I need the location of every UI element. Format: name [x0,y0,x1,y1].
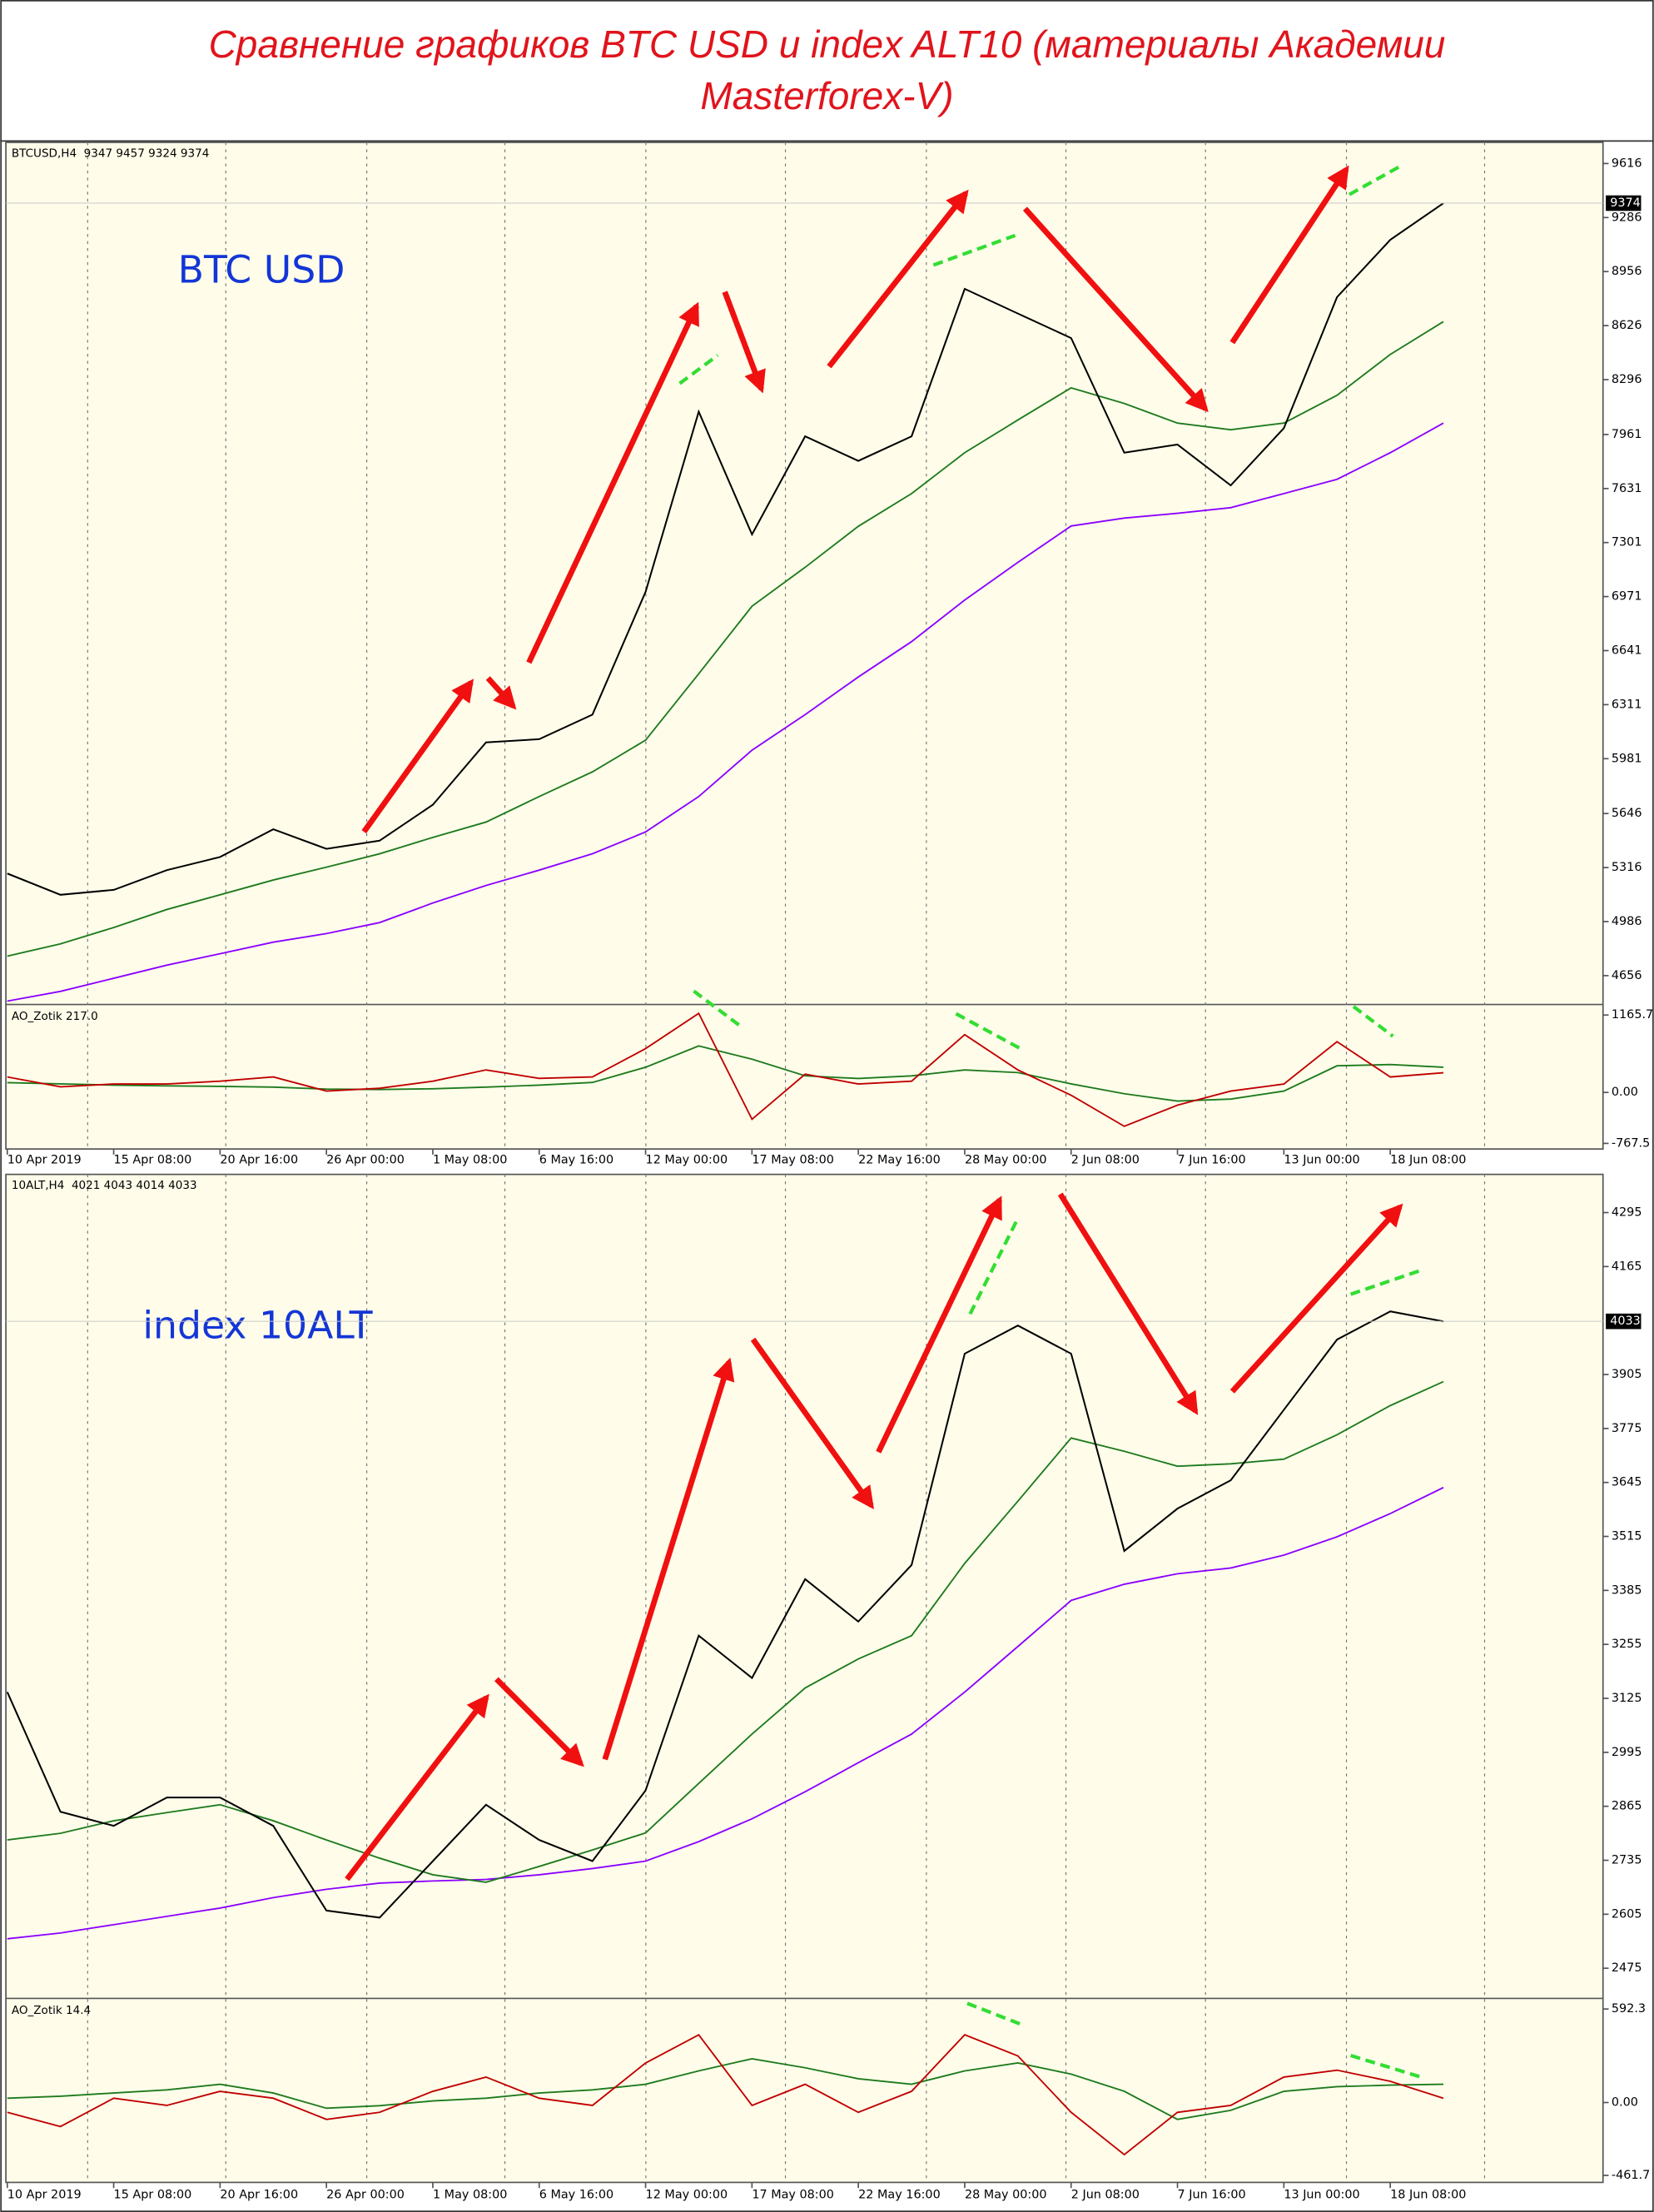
x-tick-label: 10 Apr 2019 [7,2189,82,2202]
x-tick-label: 15 Apr 08:00 [114,2189,192,2202]
x-tick-label: 7 Jun 16:00 [1178,2189,1246,2202]
chart-title: Сравнение графиков BTC USD и index ALT10… [208,22,1446,117]
y-tick-label: 9616 [1612,157,1642,170]
chart-annotation: BTC USD [178,247,345,291]
y-tick-label: 3905 [1612,1368,1642,1381]
last-price-label: 9374 [1610,196,1641,210]
y-tick-label: 3645 [1612,1476,1642,1489]
y-tick-label: 7961 [1612,428,1642,441]
x-tick-label: 28 May 00:00 [965,1154,1047,1167]
last-price-box [1606,1313,1642,1330]
x-tick-label: 6 May 16:00 [539,2189,613,2202]
y-tick-label: 8626 [1612,319,1642,332]
y-tick-label: 5981 [1612,752,1642,765]
y-tick-label: 3255 [1612,1638,1642,1651]
panel-header: 10ALT,H4 4021 4043 4014 4033 [12,1179,197,1192]
last-price-box [1606,195,1642,211]
x-tick-label: 13 Jun 00:00 [1284,2189,1359,2202]
x-tick-label: 26 Apr 00:00 [326,1154,405,1167]
chart-annotation: index 10ALT [142,1304,373,1348]
x-tick-label: 17 May 08:00 [752,2189,834,2202]
y-tick-label: 8956 [1612,265,1642,278]
period-separators [87,142,1486,2183]
y-tick-label: 6971 [1612,590,1642,604]
x-tick-label: 26 Apr 00:00 [326,2189,405,2202]
y-tick-label: 4656 [1612,969,1642,982]
x-tick-label: 12 May 00:00 [646,1154,728,1167]
y-tick-label: 2735 [1612,1854,1642,1867]
x-tick-label: 20 Apr 16:00 [220,1154,298,1167]
trend-arrows [345,165,1403,1881]
y-tick-label: 4165 [1612,1260,1642,1273]
series-line [6,1310,1444,1919]
x-tick-label: 1 May 08:00 [433,1154,507,1167]
series-line [7,1486,1444,1940]
x-tick-label: 7 Jun 16:00 [1178,1154,1246,1167]
x-tick-label: 10 Apr 2019 [7,1154,82,1167]
y-tick-label: 6641 [1612,644,1642,658]
y-tick-label: 7631 [1612,482,1642,495]
y-tick-label: 2865 [1612,1800,1642,1813]
y-tick-label: 4295 [1612,1206,1642,1220]
series-line [7,1045,1444,1102]
series-line [7,1380,1444,1883]
x-tick-label: 28 May 00:00 [965,2189,1047,2202]
y-tick-label: 2605 [1612,1907,1642,1921]
y-tick-label: 9286 [1612,211,1642,224]
x-tick-label: 22 May 16:00 [858,1154,941,1167]
x-tick-label: 6 May 16:00 [539,1154,613,1167]
panel-header: AO_Zotik 217.0 [12,1010,98,1023]
y-tick-label: 592.3 [1612,2002,1646,2016]
x-tick-label: 18 Jun 08:00 [1390,2189,1466,2202]
series-line [7,202,1444,896]
x-tick-label: 1 May 08:00 [433,2189,507,2202]
x-tick-label: 20 Apr 16:00 [220,2189,298,2202]
panel-btc [5,142,1604,1150]
series-line [7,422,1444,1002]
x-tick-label: 15 Apr 08:00 [114,1154,192,1167]
plot-layer: BTCUSD,H4 9347 9457 9324 9374 BTC USD 9616… [6,147,1653,2202]
y-tick-label: 3385 [1612,1583,1642,1597]
x-tick-label: 12 May 00:00 [646,2189,728,2202]
last-price-label: 4033 [1610,1315,1641,1328]
y-tick-label: 0.00 [1612,2095,1638,2109]
y-tick-label: 3775 [1612,1422,1642,1435]
y-tick-label: 8296 [1612,373,1642,386]
series-line [7,2057,1444,2120]
divergence-lines [678,164,1422,2079]
series-line [7,2033,1444,2156]
y-tick-label: -461.7 [1612,2169,1650,2182]
y-tick-label: 2995 [1612,1746,1642,1759]
y-tick-label: 4986 [1612,915,1642,928]
y-tick-label: 7301 [1612,536,1642,549]
y-tick-label: -767.5 [1612,1136,1650,1150]
x-tick-label: 17 May 08:00 [752,1154,834,1167]
y-tick-label: 2475 [1612,1961,1642,1975]
y-tick-label: 5646 [1612,807,1642,820]
panel-header: AO_Zotik 14.4 [12,2004,91,2017]
series-line [7,1012,1444,1127]
y-tick-label: 6311 [1612,698,1642,711]
x-tick-label: 2 Jun 08:00 [1071,1154,1140,1167]
x-tick-label: 22 May 16:00 [858,2189,941,2202]
series-line [7,321,1444,957]
y-tick-label: 3125 [1612,1692,1642,1705]
x-tick-label: 2 Jun 08:00 [1071,2189,1140,2202]
y-tick-label: 3515 [1612,1530,1642,1543]
x-tick-label: 18 Jun 08:00 [1390,1154,1466,1167]
x-tick-label: 13 Jun 00:00 [1284,1154,1359,1167]
y-tick-label: 1165.7 [1612,1008,1653,1021]
y-tick-label: 5316 [1612,861,1642,874]
panel-header: BTCUSD,H4 9347 9457 9324 9374 [12,147,209,161]
y-tick-label: 0.00 [1612,1086,1638,1099]
panel-alt [5,1173,1604,2184]
